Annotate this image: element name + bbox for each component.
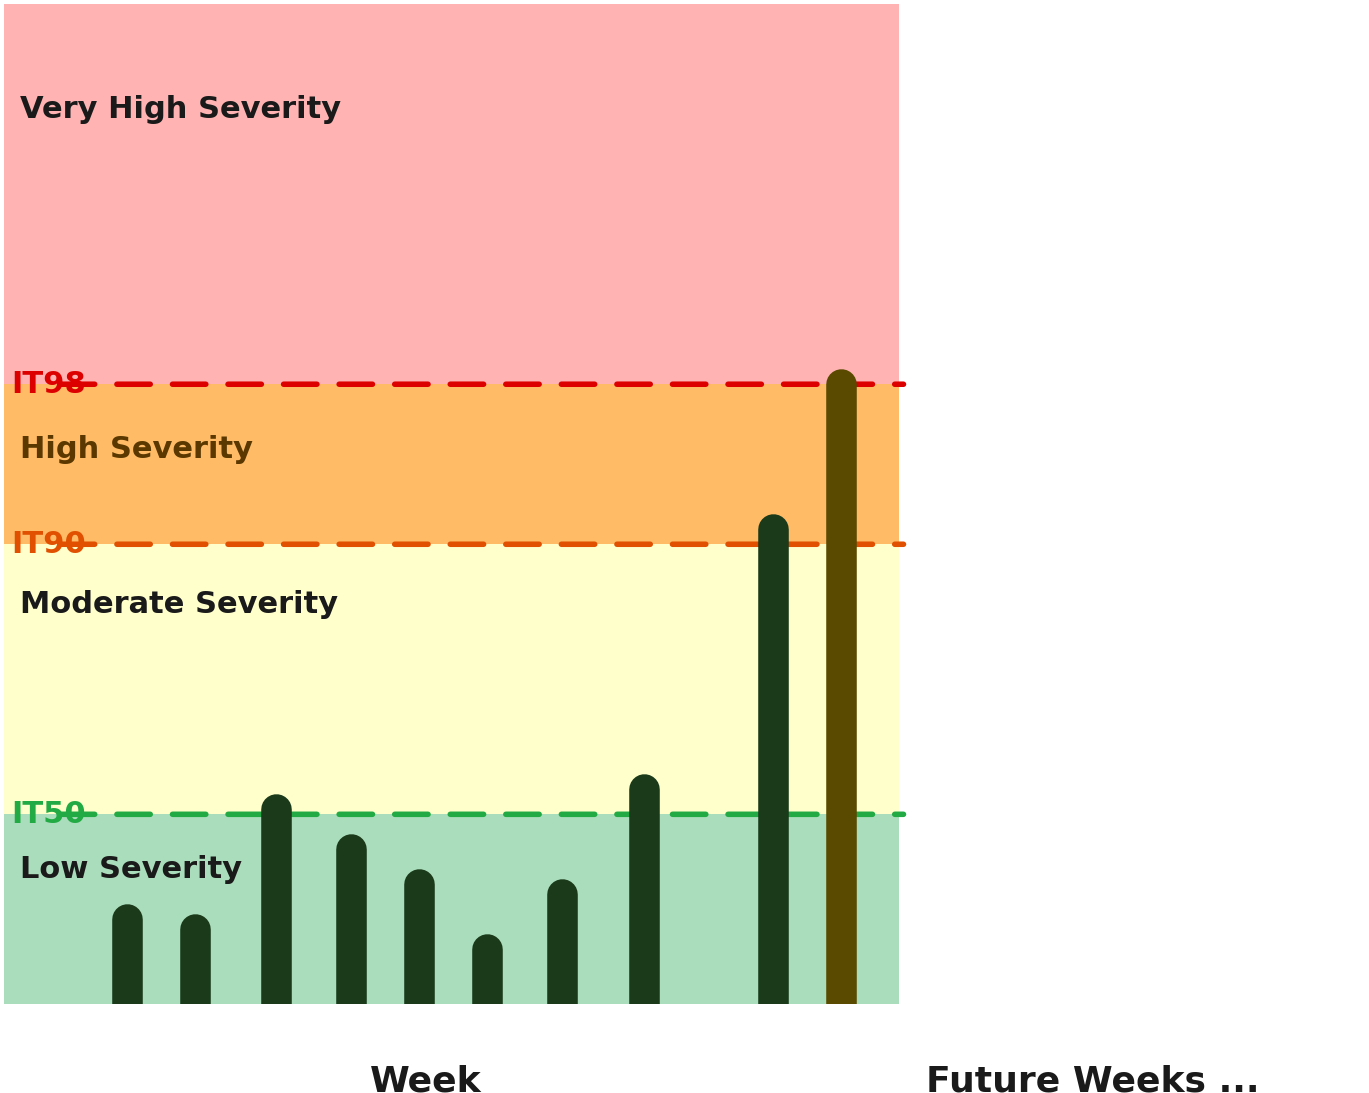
Text: High Severity: High Severity (21, 435, 253, 463)
Text: Week: Week (370, 1065, 482, 1093)
Bar (4, 544, 899, 814)
Text: IT90: IT90 (11, 530, 86, 559)
Bar (4, 385, 899, 544)
Text: Future Weeks ...: Future Weeks ... (925, 1065, 1259, 1093)
Text: Moderate Severity: Moderate Severity (21, 590, 338, 619)
Text: Very High Severity: Very High Severity (21, 95, 342, 124)
Bar (4, 4, 899, 385)
Text: IT98: IT98 (11, 369, 86, 399)
Bar (4, 814, 899, 1004)
Text: Low Severity: Low Severity (21, 855, 242, 884)
Text: IT50: IT50 (11, 800, 86, 828)
